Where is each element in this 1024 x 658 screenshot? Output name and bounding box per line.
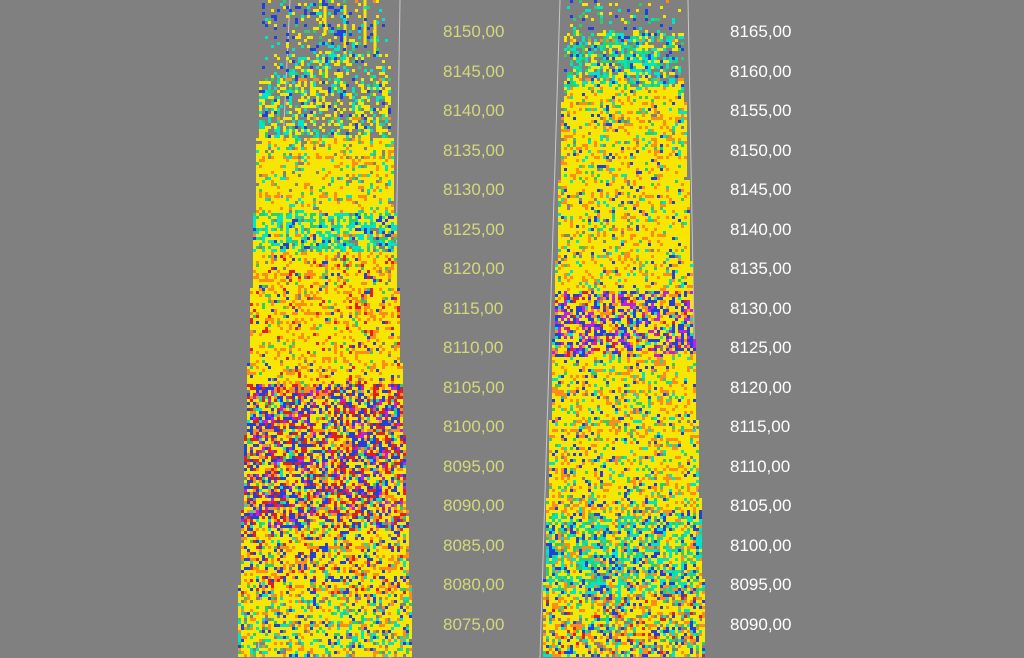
pointcloud (235, 0, 413, 658)
borehole-right[interactable] (540, 0, 705, 658)
track-lines (0, 0, 1024, 658)
pointcloud (540, 0, 705, 658)
borehole-left[interactable] (235, 0, 413, 658)
viewport-3d[interactable]: 8150,008145,008140,008135,008130,008125,… (0, 0, 1024, 658)
